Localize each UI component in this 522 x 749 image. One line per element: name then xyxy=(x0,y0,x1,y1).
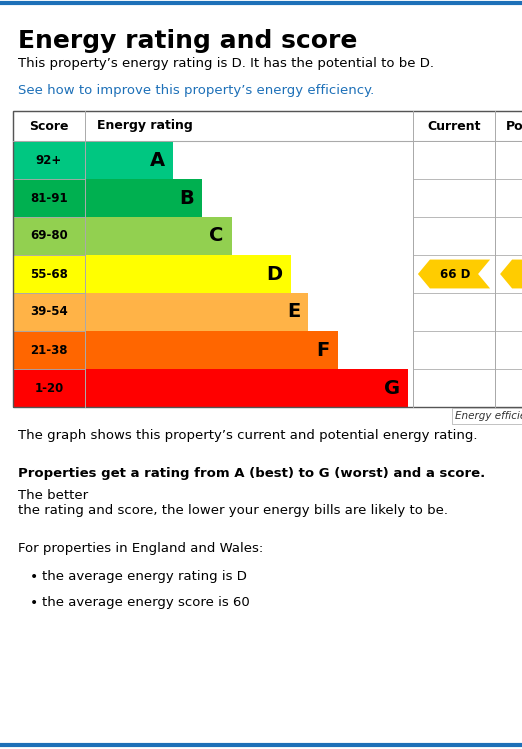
Bar xyxy=(13,255,85,293)
Text: G: G xyxy=(384,378,400,398)
Bar xyxy=(495,293,522,331)
Text: Energy efficiency chart: Energy efficiency chart xyxy=(455,411,522,421)
Bar xyxy=(13,331,85,369)
Bar xyxy=(413,369,495,407)
Bar xyxy=(85,141,173,179)
Text: A: A xyxy=(150,151,165,169)
Text: B: B xyxy=(180,189,195,207)
Polygon shape xyxy=(500,260,522,288)
Text: Energy rating: Energy rating xyxy=(97,120,193,133)
Text: 1-20: 1-20 xyxy=(34,381,64,395)
Text: Score: Score xyxy=(29,120,69,133)
Bar xyxy=(413,331,495,369)
Bar xyxy=(413,217,495,255)
Bar xyxy=(413,141,495,179)
Bar xyxy=(13,179,85,217)
Bar xyxy=(85,217,232,255)
Text: the average energy score is 60: the average energy score is 60 xyxy=(42,596,250,609)
Text: 39-54: 39-54 xyxy=(30,306,68,318)
Bar xyxy=(495,255,522,293)
Bar xyxy=(495,141,522,179)
Text: The better
the rating and score, the lower your energy bills are likely to be.: The better the rating and score, the low… xyxy=(18,489,448,517)
Text: 55-68: 55-68 xyxy=(30,267,68,280)
Polygon shape xyxy=(418,260,490,288)
Bar xyxy=(13,141,85,179)
Bar xyxy=(495,217,522,255)
Text: •: • xyxy=(30,596,38,610)
Text: Potential: Potential xyxy=(506,120,522,133)
Bar xyxy=(13,217,85,255)
Text: Current: Current xyxy=(427,120,481,133)
Bar xyxy=(413,179,495,217)
Text: For properties in England and Wales:: For properties in England and Wales: xyxy=(18,542,263,555)
Bar xyxy=(413,293,495,331)
Bar xyxy=(13,255,85,293)
Bar xyxy=(13,293,85,331)
Text: Energy rating and score: Energy rating and score xyxy=(18,29,358,53)
Text: Properties get a rating from A (best) to G (worst) and a score.: Properties get a rating from A (best) to… xyxy=(18,467,485,480)
Text: D: D xyxy=(266,264,282,284)
Bar xyxy=(85,331,338,369)
Bar xyxy=(13,369,85,407)
Bar xyxy=(85,179,203,217)
Bar xyxy=(495,179,522,217)
Bar xyxy=(13,179,85,217)
Text: E: E xyxy=(287,303,300,321)
Text: 69-80: 69-80 xyxy=(30,229,68,243)
Bar xyxy=(13,141,85,179)
Text: See how to improve this property’s energy efficiency.: See how to improve this property’s energ… xyxy=(18,84,374,97)
Bar xyxy=(85,255,291,293)
Bar xyxy=(13,293,85,331)
Text: C: C xyxy=(209,226,224,246)
Text: The graph shows this property’s current and potential energy rating.: The graph shows this property’s current … xyxy=(18,429,478,442)
Text: •: • xyxy=(30,570,38,584)
Bar xyxy=(495,369,522,407)
Bar xyxy=(85,293,308,331)
Bar xyxy=(13,331,85,369)
Text: 21-38: 21-38 xyxy=(30,344,68,357)
Text: the average energy rating is D: the average energy rating is D xyxy=(42,570,247,583)
Text: 66 D: 66 D xyxy=(440,267,470,280)
Bar xyxy=(413,255,495,293)
Bar xyxy=(13,111,522,141)
Text: This property’s energy rating is D. It has the potential to be D.: This property’s energy rating is D. It h… xyxy=(18,57,434,70)
Bar xyxy=(495,331,522,369)
Text: 81-91: 81-91 xyxy=(30,192,68,204)
Bar xyxy=(13,111,522,407)
Text: 92+: 92+ xyxy=(36,154,62,166)
Bar xyxy=(13,217,85,255)
Bar xyxy=(85,369,408,407)
Bar xyxy=(13,369,85,407)
Text: F: F xyxy=(316,341,329,360)
